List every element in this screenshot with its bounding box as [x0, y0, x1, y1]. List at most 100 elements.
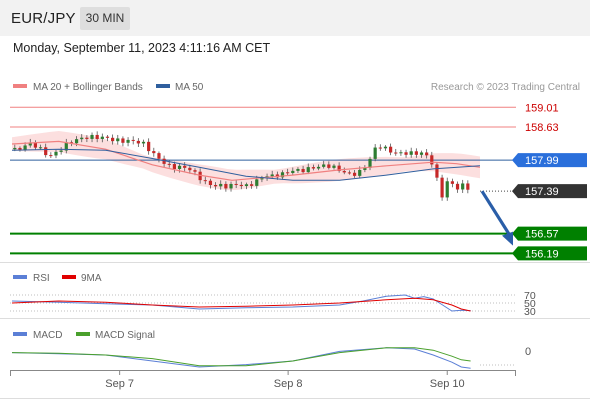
candle-body	[54, 151, 58, 156]
candle-body	[286, 172, 290, 174]
candle-body	[85, 137, 89, 139]
macd-signal-legend-label: MACD Signal	[95, 330, 155, 341]
candle-body	[250, 184, 254, 186]
candle-body	[33, 142, 37, 148]
candle-body	[332, 165, 336, 168]
x-tick-label: Sep 7	[105, 378, 134, 390]
pivot-label: 157.99	[525, 155, 559, 167]
candle-body	[28, 142, 32, 146]
candle-body	[311, 167, 315, 169]
resistance-label: 159.01	[525, 102, 559, 114]
symbol-label: EUR/JPY	[11, 10, 76, 27]
candle-body	[177, 165, 182, 169]
candle-body	[64, 142, 68, 151]
candle-body	[116, 138, 120, 142]
candle-body	[74, 139, 79, 144]
candle-body	[270, 174, 274, 177]
candle-body	[342, 171, 346, 173]
candle-body	[327, 164, 331, 168]
price-levels: 159.01 158.63 157.99 157.39 156.57 156.19	[10, 102, 587, 261]
watermark: Research © 2023 Trading Central	[431, 82, 580, 93]
macd-legend-swatch	[13, 332, 27, 336]
ma50-line	[11, 148, 481, 181]
candle-body	[337, 165, 341, 172]
header-bar: EUR/JPY 30 MIN	[0, 0, 590, 36]
candle-body	[466, 183, 470, 190]
candle-body	[100, 136, 104, 139]
rsi-ma-legend-swatch	[62, 275, 76, 279]
candle-body	[378, 147, 382, 149]
candle-body	[141, 141, 146, 144]
candle-body	[430, 155, 434, 165]
forecast-arrow-shaft	[480, 190, 512, 237]
candle-body	[373, 147, 377, 159]
macd-legend-label: MACD	[33, 330, 62, 341]
rsi-tick-label: 70	[524, 290, 536, 302]
x-tick-label: Sep 8	[274, 378, 303, 390]
rsi-tick-label: 50	[524, 298, 536, 310]
candle-body	[193, 170, 197, 172]
ma20-legend-swatch	[13, 84, 27, 88]
candle-body	[291, 170, 295, 173]
candle-body	[105, 136, 110, 138]
main-panel-bg	[0, 63, 590, 263]
candle-body	[316, 166, 321, 169]
candle-body	[399, 152, 403, 154]
candle-body	[152, 151, 156, 154]
candle-body	[18, 147, 22, 150]
candle-body	[280, 172, 285, 178]
candle-body	[80, 137, 84, 140]
candle-body	[383, 146, 388, 149]
resistance-label: 158.63	[525, 122, 559, 134]
candle-body	[306, 167, 310, 173]
candle-body	[352, 172, 357, 176]
candle-body	[234, 183, 238, 185]
forecast-arrow-head	[502, 231, 513, 246]
candle-body	[425, 152, 429, 156]
candle-body	[301, 168, 305, 173]
candle-body	[435, 164, 439, 178]
ma50-legend-label: MA 50	[175, 82, 204, 93]
candle-body	[404, 152, 408, 155]
candle-body	[90, 134, 94, 139]
bollinger-bands	[12, 131, 480, 191]
candle-body	[224, 183, 228, 189]
candle-body	[172, 164, 176, 169]
candle-body	[136, 140, 140, 144]
candle-body	[59, 150, 63, 152]
candle-body	[244, 184, 249, 187]
candle-body	[126, 139, 130, 143]
current-price-label: 157.39	[525, 186, 559, 198]
bollinger-band-area	[12, 131, 480, 191]
candle-body	[208, 180, 213, 186]
pivot-label-bg	[512, 153, 587, 168]
candle-body	[69, 142, 74, 144]
support-label: 156.57	[525, 229, 559, 241]
candle-body	[203, 180, 207, 182]
candle-body	[183, 165, 187, 168]
candle-body	[213, 185, 218, 187]
candle-body	[229, 183, 233, 189]
forecast-arrow	[480, 190, 513, 246]
candle-body	[389, 146, 393, 153]
candle-body	[131, 139, 135, 141]
support-label-bg	[512, 246, 587, 261]
x-tick-label: Sep 10	[430, 378, 465, 390]
candle-body	[450, 181, 454, 184]
candle-body	[368, 158, 372, 168]
candle-body	[358, 169, 362, 176]
candle-body	[409, 151, 413, 155]
candle-body	[239, 184, 243, 187]
candle-body	[322, 164, 326, 167]
candle-body	[219, 183, 223, 187]
candle-body	[198, 171, 202, 181]
candle-body	[49, 155, 53, 157]
rsi-ma-legend-label: 9MA	[81, 273, 102, 284]
candle-body	[23, 145, 27, 150]
candle-body	[13, 147, 17, 150]
rsi-tick-label: 30	[524, 306, 536, 318]
candle-body	[44, 147, 48, 156]
ma20-legend-label: MA 20 + Bollinger Bands	[33, 82, 143, 93]
timeframe-badge[interactable]: 30 MIN	[80, 7, 130, 30]
